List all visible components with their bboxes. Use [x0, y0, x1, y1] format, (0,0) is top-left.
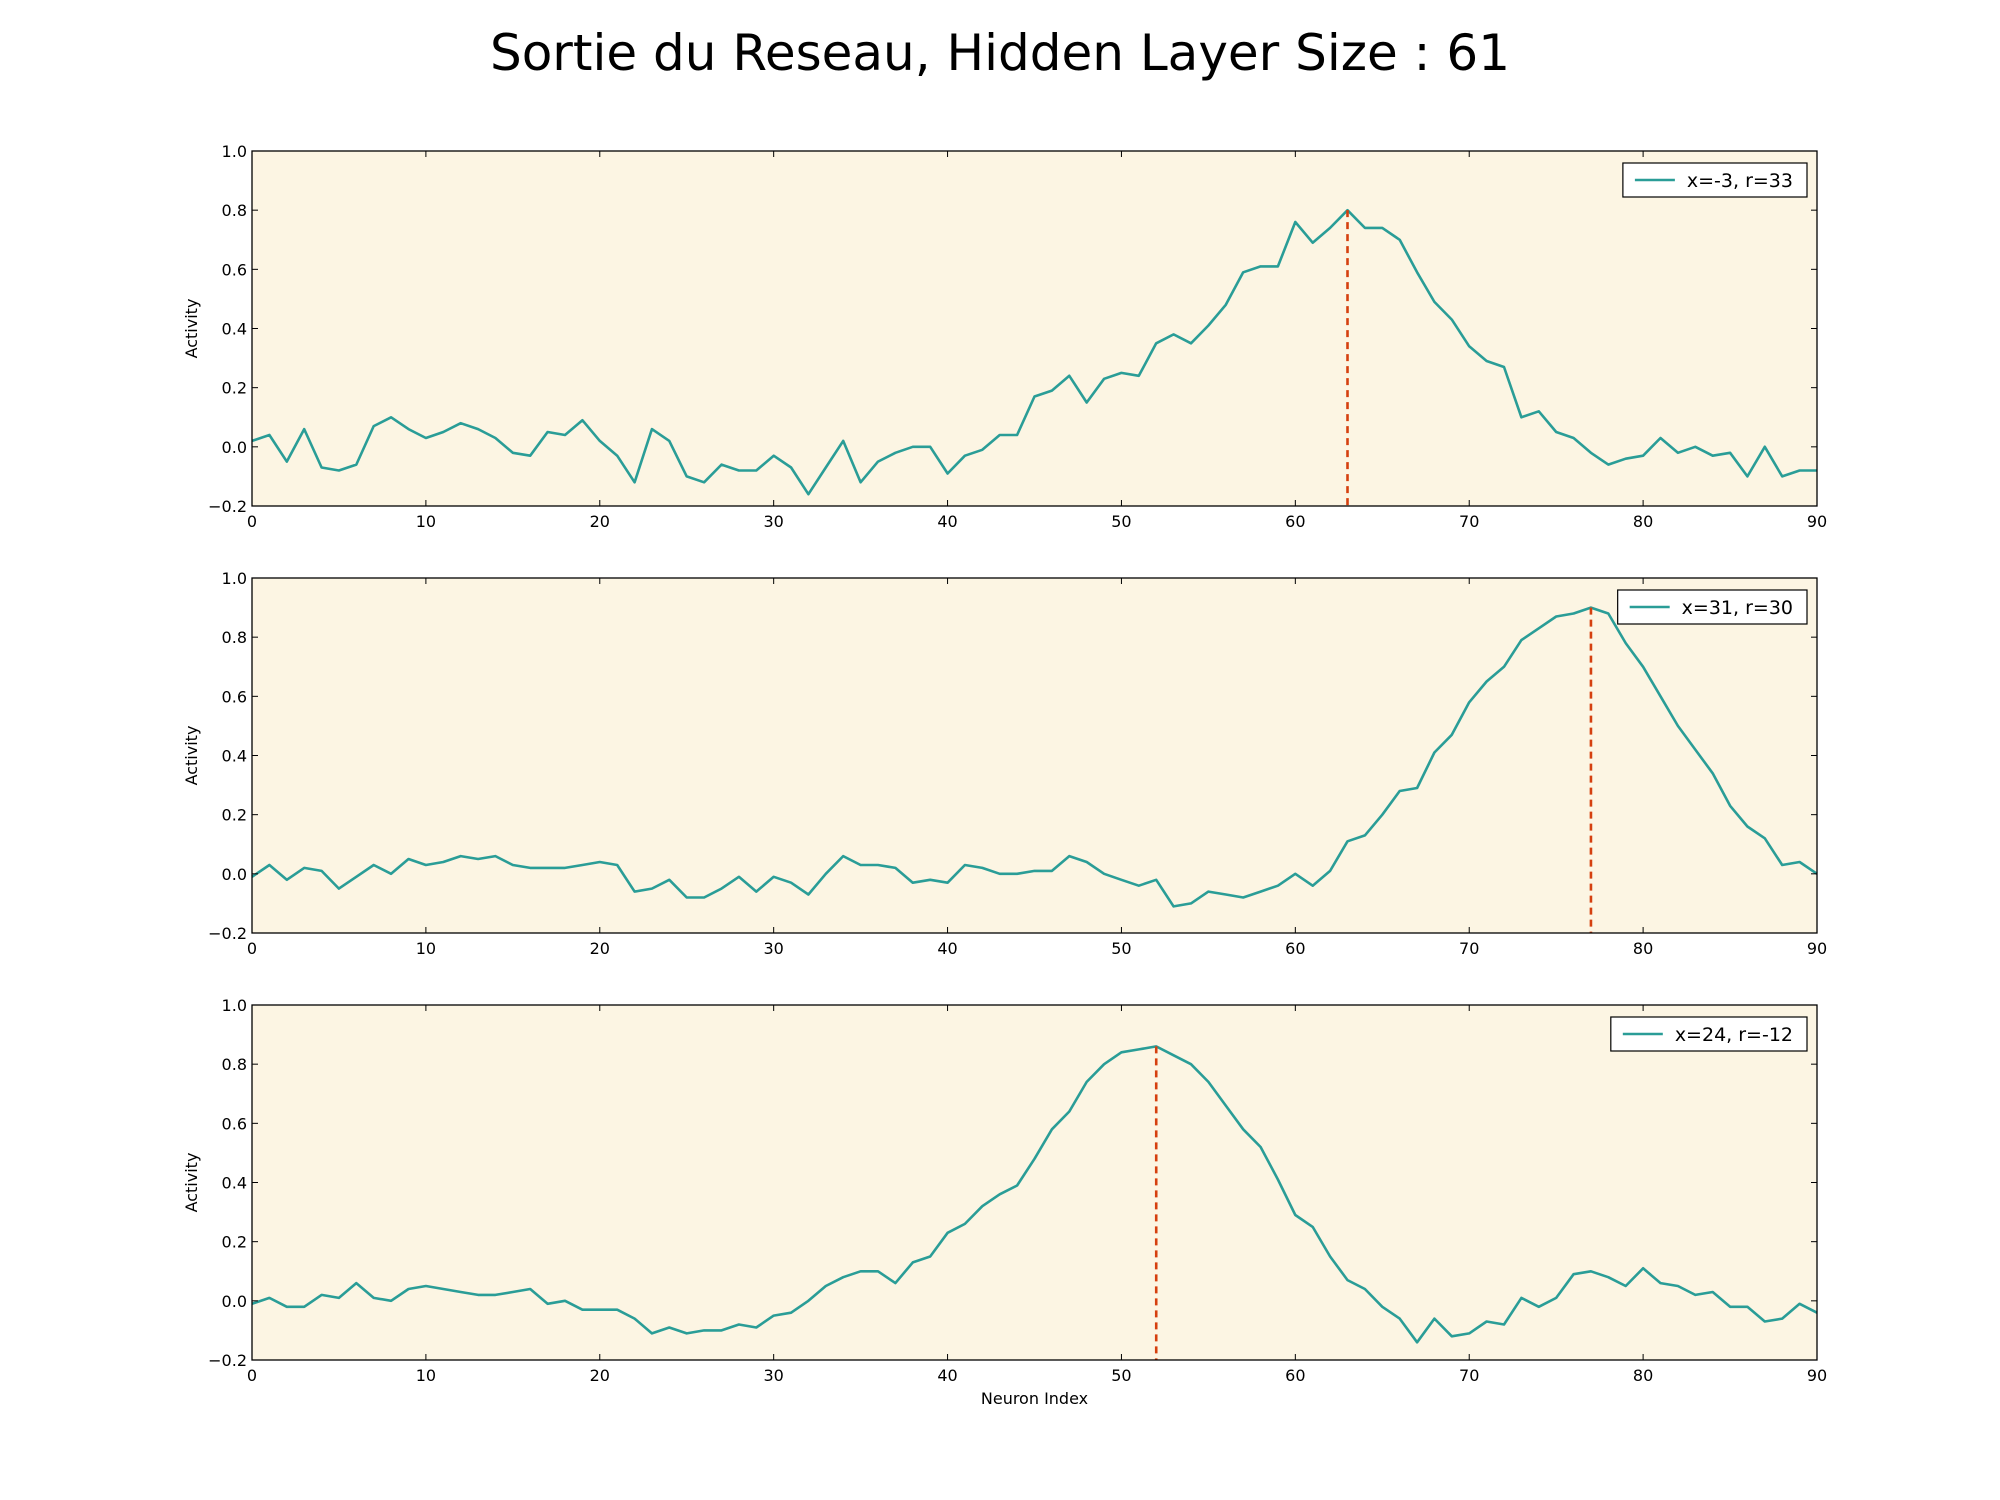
y-axis-label: Activity [182, 726, 201, 786]
plot-area [252, 578, 1817, 933]
x-tick-label: 60 [1285, 1366, 1305, 1385]
x-tick-label: 90 [1807, 1366, 1827, 1385]
x-tick-label: 0 [247, 512, 257, 531]
y-tick-label: 0.8 [222, 628, 247, 647]
x-tick-label: 60 [1285, 939, 1305, 958]
x-tick-label: 80 [1633, 1366, 1653, 1385]
y-tick-label: 1.0 [222, 569, 247, 588]
legend-label: x=24, r=-12 [1675, 1024, 1793, 1046]
legend: x=24, r=-12 [1610, 1016, 1808, 1052]
x-axis-label: Neuron Index [981, 1389, 1088, 1408]
x-tick-label: 40 [937, 512, 957, 531]
x-tick-label: 80 [1633, 939, 1653, 958]
y-tick-label: 0.0 [222, 1292, 247, 1311]
x-tick-label: 10 [416, 1366, 436, 1385]
x-tick-label: 30 [763, 939, 783, 958]
figure-title: Sortie du Reseau, Hidden Layer Size : 61 [489, 24, 1511, 82]
y-tick-label: −0.2 [208, 1351, 247, 1370]
y-tick-label: −0.2 [208, 924, 247, 943]
x-tick-label: 20 [590, 939, 610, 958]
y-tick-label: −0.2 [208, 497, 247, 516]
x-tick-label: 80 [1633, 512, 1653, 531]
x-tick-label: 90 [1807, 939, 1827, 958]
x-tick-label: 40 [937, 1366, 957, 1385]
x-tick-label: 40 [937, 939, 957, 958]
series-line [251, 606, 1818, 908]
legend: x=31, r=30 [1617, 589, 1808, 625]
x-tick-label: 70 [1459, 1366, 1479, 1385]
x-tick-label: 90 [1807, 512, 1827, 531]
x-tick-label: 30 [763, 512, 783, 531]
y-tick-label: 0.8 [222, 201, 247, 220]
x-tick-label: 70 [1459, 512, 1479, 531]
y-tick-label: 0.0 [222, 438, 247, 457]
y-tick-label: 0.4 [222, 320, 247, 339]
x-tick-label: 50 [1111, 1366, 1131, 1385]
x-tick-label: 20 [590, 512, 610, 531]
legend: x=-3, r=33 [1622, 162, 1808, 198]
x-tick-label: 30 [763, 1366, 783, 1385]
y-tick-label: 0.8 [222, 1055, 247, 1074]
subplot-1: 0 10 20 30 40 50 60 70 80 90 1.0 0.8 0.6 0.4 0.2 0.0 −0.… [182, 142, 1827, 531]
y-tick-label: 1.0 [222, 996, 247, 1015]
y-tick-label: 0.2 [222, 806, 247, 825]
y-tick-label: 0.2 [222, 1233, 247, 1252]
y-axis-label: Activity [182, 299, 201, 359]
subplot-2: 0 10 20 30 40 50 60 70 80 90 1.0 0.8 0.6 0.4 0.2 0.0 −0.… [182, 569, 1827, 958]
subplot-3: 0 10 20 30 40 50 60 70 80 90 1.0 0.8 0.6 0.4 0.2 0.0 −0.… [182, 996, 1827, 1408]
x-tick-label: 50 [1111, 939, 1131, 958]
x-tick-label: 10 [416, 939, 436, 958]
x-tick-label: 20 [590, 1366, 610, 1385]
x-tick-label: 10 [416, 512, 436, 531]
x-tick-label: 70 [1459, 939, 1479, 958]
legend-label: x=-3, r=33 [1687, 170, 1793, 192]
y-tick-label: 0.4 [222, 1174, 247, 1193]
y-tick-label: 0.6 [222, 687, 247, 706]
x-tick-label: 0 [247, 1366, 257, 1385]
legend-label: x=31, r=30 [1682, 597, 1793, 619]
y-axis-label: Activity [182, 1153, 201, 1213]
y-tick-label: 0.6 [222, 1114, 247, 1133]
y-tick-label: 0.0 [222, 865, 247, 884]
x-tick-label: 60 [1285, 512, 1305, 531]
x-tick-label: 0 [247, 939, 257, 958]
plot-area [252, 151, 1817, 506]
series-line [251, 208, 1817, 496]
y-tick-label: 0.2 [222, 379, 247, 398]
y-tick-label: 1.0 [222, 142, 247, 161]
plot-area [252, 1005, 1817, 1360]
y-tick-label: 0.6 [222, 260, 247, 279]
series-line [251, 1045, 1818, 1344]
x-tick-label: 50 [1111, 512, 1131, 531]
y-tick-label: 0.4 [222, 747, 247, 766]
